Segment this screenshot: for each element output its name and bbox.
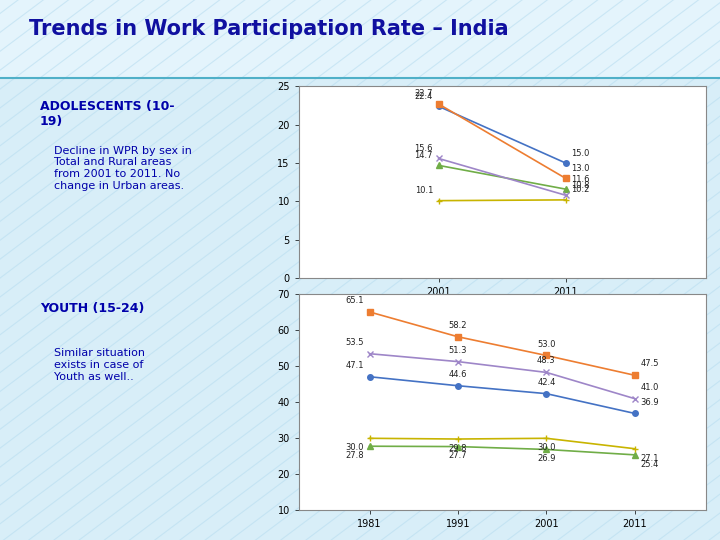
Text: 22.7: 22.7 (415, 90, 433, 98)
Text: 47.5: 47.5 (640, 359, 659, 368)
Text: 15.0: 15.0 (571, 148, 590, 158)
Text: 48.3: 48.3 (537, 356, 556, 366)
Text: 11.6: 11.6 (571, 174, 590, 184)
Total (542, 390, 551, 397)
Rural (434, 155, 443, 161)
Text: 53.0: 53.0 (537, 340, 556, 348)
Text: 58.2: 58.2 (449, 321, 467, 330)
Text: 53.5: 53.5 (346, 338, 364, 347)
Rural (562, 192, 570, 199)
Text: 27.8: 27.8 (346, 451, 364, 460)
Line: Rural: Rural (436, 156, 569, 198)
Text: 65.1: 65.1 (346, 296, 364, 305)
Text: Trends in Work Participation Rate – India: Trends in Work Participation Rate – Indi… (29, 19, 508, 39)
Urban (434, 198, 443, 204)
Urban (454, 436, 462, 442)
Urban (542, 435, 551, 442)
Text: 10.8: 10.8 (571, 181, 590, 190)
Text: 42.4: 42.4 (537, 377, 556, 387)
Rural (365, 350, 374, 357)
Text: ADOLESCENTS (10-
19): ADOLESCENTS (10- 19) (40, 100, 174, 128)
Text: 30.0: 30.0 (537, 443, 556, 452)
Text: Similar situation
exists in case of
Youth as well..: Similar situation exists in case of Yout… (54, 348, 145, 381)
Text: 10.1: 10.1 (415, 186, 433, 195)
Text: 29.8: 29.8 (449, 444, 467, 453)
Line: Total: Total (436, 104, 569, 166)
Female (562, 186, 570, 192)
Total (434, 103, 443, 110)
Text: 13.0: 13.0 (571, 164, 590, 173)
Text: 36.9: 36.9 (640, 397, 659, 407)
Urban (631, 446, 639, 452)
Line: Urban: Urban (436, 197, 569, 204)
Male (631, 372, 639, 379)
Female (542, 446, 551, 453)
Total (631, 410, 639, 417)
Urban (562, 197, 570, 203)
Male (562, 175, 570, 181)
Text: 15.6: 15.6 (415, 144, 433, 153)
Text: 30.0: 30.0 (346, 443, 364, 452)
Text: 14.7: 14.7 (415, 151, 433, 160)
Line: Female: Female (366, 443, 638, 457)
Legend: Total, Male, Female, Rural, Urban: Total, Male, Female, Rural, Urban (382, 311, 623, 327)
Total (365, 374, 374, 380)
Text: 25.4: 25.4 (640, 460, 659, 469)
Female (454, 443, 462, 450)
Total (562, 160, 570, 166)
Text: YOUTH (15-24): YOUTH (15-24) (40, 302, 144, 315)
Line: Female: Female (436, 163, 569, 192)
Line: Rural: Rural (366, 351, 638, 401)
Legend: Total, Male, Female, Rural, Urban: Total, Male, Female, Rural, Urban (382, 537, 623, 540)
Text: 27.7: 27.7 (449, 451, 467, 461)
Line: Male: Male (366, 309, 638, 378)
Male (434, 101, 443, 107)
Text: 26.9: 26.9 (537, 454, 556, 463)
Male (542, 352, 551, 359)
Bar (0, 0, 720, 78)
Male (365, 309, 374, 315)
Text: 47.1: 47.1 (346, 361, 364, 370)
Female (365, 443, 374, 449)
Text: 22.4: 22.4 (415, 92, 433, 101)
Urban (365, 435, 374, 442)
Text: 51.3: 51.3 (449, 346, 467, 355)
Text: 10.2: 10.2 (571, 185, 590, 194)
Line: Male: Male (436, 102, 569, 181)
Text: |: | (0, 539, 1, 540)
Text: 44.6: 44.6 (449, 370, 467, 379)
Line: Total: Total (366, 374, 638, 416)
Rural (542, 369, 551, 376)
Text: 27.1: 27.1 (640, 454, 659, 463)
Male (454, 334, 462, 340)
Total (454, 382, 462, 389)
Line: Urban: Urban (366, 436, 638, 451)
Female (631, 451, 639, 458)
Rural (631, 395, 639, 402)
Text: 41.0: 41.0 (640, 383, 659, 391)
Text: Decline in WPR by sex in
Total and Rural areas
from 2001 to 2011. No
change in U: Decline in WPR by sex in Total and Rural… (54, 146, 192, 191)
Female (434, 162, 443, 168)
Rural (454, 359, 462, 365)
